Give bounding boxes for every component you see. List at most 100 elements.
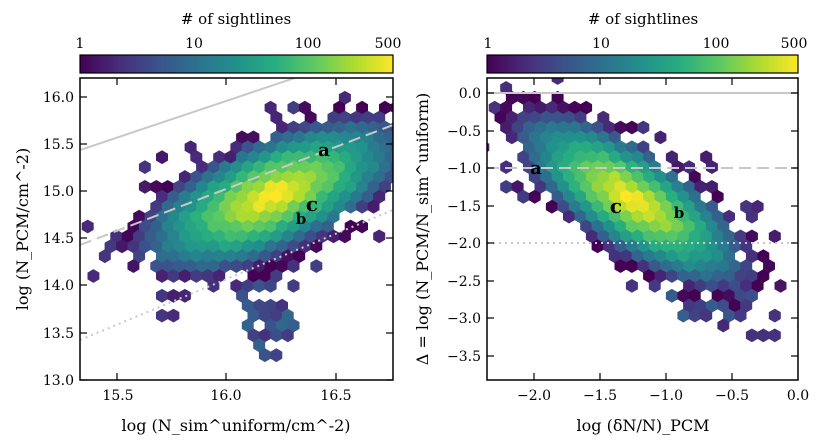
left-hexbin <box>298 239 311 254</box>
left-hexbin <box>356 199 368 214</box>
left-hexbin <box>190 150 203 165</box>
right-hexbin <box>551 150 564 165</box>
right-hexbin <box>734 269 747 283</box>
left-hexbin <box>178 170 191 184</box>
left-hexbin <box>258 249 271 264</box>
right-hexbin <box>591 239 604 254</box>
left-hexbin <box>304 209 317 224</box>
right-hexbin <box>734 229 747 244</box>
left-hexbin <box>258 348 271 363</box>
right-hexbin <box>660 239 673 254</box>
left-x-tick-15.5: 15.5 <box>102 388 133 404</box>
left-hexbin <box>87 269 100 283</box>
left-hexbin <box>184 180 197 194</box>
right-colorbar <box>486 54 799 74</box>
left-hexbin <box>224 249 237 264</box>
right-hexbin <box>625 120 638 135</box>
left-hexbin <box>253 140 266 155</box>
right-hexbin <box>545 120 558 135</box>
left-hexbin <box>327 150 340 165</box>
left-axis-ticks <box>80 78 393 381</box>
right-hexbin <box>534 180 547 194</box>
left-hexbin <box>207 160 220 174</box>
right-hexbin <box>711 209 724 224</box>
right-hexbin <box>768 308 781 323</box>
right-hexbin <box>700 249 713 264</box>
left-hexbin <box>276 298 288 313</box>
left-hexbin <box>270 328 283 343</box>
right-hexbin <box>688 229 701 244</box>
left-hexbin <box>173 180 186 194</box>
left-hexbin <box>356 120 368 135</box>
left-hexbin <box>321 160 334 174</box>
right-hexbin <box>665 249 678 264</box>
right-hexbin <box>665 209 678 224</box>
right-hexbin <box>585 130 598 145</box>
right-hexbin <box>740 279 753 293</box>
right-hexbin <box>614 239 627 254</box>
left-hexbin <box>224 170 237 184</box>
left-hexbin <box>81 219 94 234</box>
left-hexbin <box>287 259 300 273</box>
right-y-tick--3.0: −3.0 <box>447 311 481 327</box>
left-hexbin <box>367 160 380 174</box>
right-hexbin <box>723 229 735 244</box>
left-hexbin <box>236 170 248 184</box>
left-hexbin <box>310 180 323 194</box>
right-hexbin <box>745 229 758 244</box>
left-hexbin <box>167 209 180 224</box>
left-hexbin <box>241 140 254 155</box>
left-hexbin <box>138 180 151 194</box>
left-hexbin <box>264 219 277 234</box>
left-hexbin <box>356 219 368 234</box>
left-hexbin <box>178 229 191 244</box>
left-hexbin <box>287 180 300 194</box>
right-hexbin <box>505 110 518 125</box>
right-colorbar-tick-100: 100 <box>703 36 730 52</box>
left-hexbin <box>178 189 191 204</box>
left-hexbin <box>270 308 283 323</box>
right-hexbin <box>665 269 678 283</box>
left-hexbin <box>327 189 340 204</box>
left-hexbin <box>264 239 277 254</box>
right-hexbin <box>700 209 713 224</box>
right-hexbin <box>557 180 570 194</box>
left-y-tick-16.0: 16.0 <box>43 90 74 106</box>
left-hexbin <box>190 170 203 184</box>
left-hexbin <box>247 269 260 283</box>
left-hexbin <box>281 170 294 184</box>
right-hexbin <box>637 180 650 194</box>
right-hexbin <box>734 308 747 323</box>
left-hexbin <box>241 160 254 174</box>
right-hexbin <box>711 189 724 204</box>
left-hexbin <box>264 279 277 293</box>
right-hexbin <box>603 120 615 135</box>
left-hexbin <box>110 229 123 244</box>
right-hexbin <box>723 308 735 323</box>
right-hexbin <box>745 209 758 224</box>
left-hexbin <box>173 259 186 273</box>
right-hexbin <box>517 90 530 105</box>
left-hexbin <box>361 170 374 184</box>
left-hexbin <box>178 288 191 303</box>
right-hexbin <box>637 120 650 135</box>
left-hexbin <box>184 219 197 234</box>
left-hexbin <box>373 150 386 165</box>
right-hexbin <box>694 279 707 293</box>
right-hexbin <box>711 249 724 264</box>
left-hexbin <box>213 150 226 165</box>
right-hexbin <box>488 100 501 115</box>
left-hexbin <box>276 239 288 254</box>
right-hexbin <box>700 229 713 244</box>
left-hexbin <box>344 180 357 194</box>
right-hexbin <box>631 170 644 184</box>
left-hexbin <box>338 110 351 125</box>
right-hexbin <box>648 239 661 254</box>
left-hexbin <box>379 180 391 194</box>
right-hexbin <box>517 130 530 145</box>
left-hexbin <box>253 180 266 194</box>
right-hexbin <box>660 219 673 234</box>
right-hexbin <box>705 239 718 254</box>
right-hexbin <box>700 150 713 165</box>
right-hexbin <box>608 150 621 165</box>
